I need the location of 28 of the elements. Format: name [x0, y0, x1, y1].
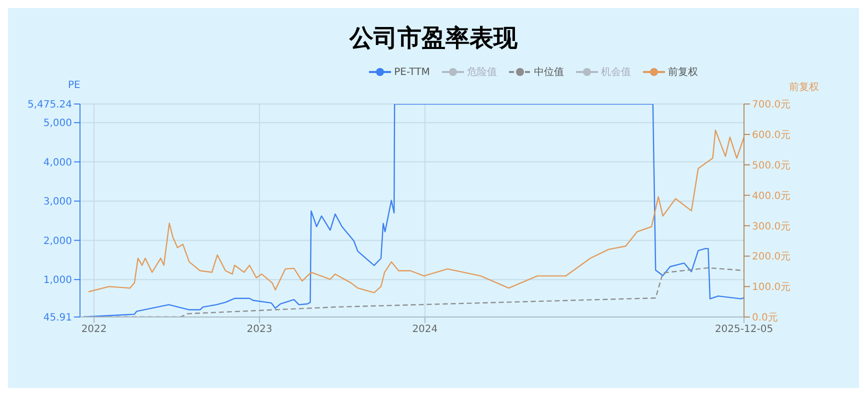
legend-label: 机会值 — [600, 66, 631, 79]
y-tick-label: 5,475.24 — [27, 100, 72, 111]
y-tick-label: 1,000 — [43, 275, 72, 286]
y2-axis-title: 前复权 — [789, 80, 819, 94]
legend-label: 前复权 — [668, 66, 698, 79]
legend-label: PE-TTM — [394, 66, 430, 78]
y2-tick-label: 100.0元 — [752, 282, 791, 294]
y2-tick-label: 500.0元 — [752, 160, 791, 172]
y-tick-label: 2,000 — [43, 236, 72, 247]
y-tick-label: 45.91 — [43, 312, 72, 324]
x-tick-label: 2024 — [412, 324, 438, 336]
y2-tick-label: 300.0元 — [752, 221, 791, 232]
y-tick-label: 3,000 — [43, 196, 72, 208]
line-series — [88, 130, 744, 294]
legend-label: 危险值 — [466, 66, 497, 79]
y-axis-title: PE — [68, 80, 80, 91]
y2-tick-label: 400.0元 — [752, 190, 791, 202]
x-tick-label: 2022 — [81, 324, 107, 336]
y2-tick-label: 200.0元 — [752, 252, 791, 263]
y2-tick-label: 700.0元 — [752, 100, 791, 111]
y-tick-label: 5,000 — [43, 118, 72, 130]
x-tick-label: 2025-12-05 — [714, 324, 774, 336]
y2-tick-label: 0.0元 — [752, 312, 778, 324]
chart-title: 公司市盈率表现 — [348, 23, 518, 54]
y-tick-label: 4,000 — [43, 157, 72, 168]
legend-label: 中位值 — [534, 66, 564, 79]
y2-tick-label: 600.0元 — [752, 130, 791, 141]
x-tick-label: 2023 — [246, 324, 272, 336]
